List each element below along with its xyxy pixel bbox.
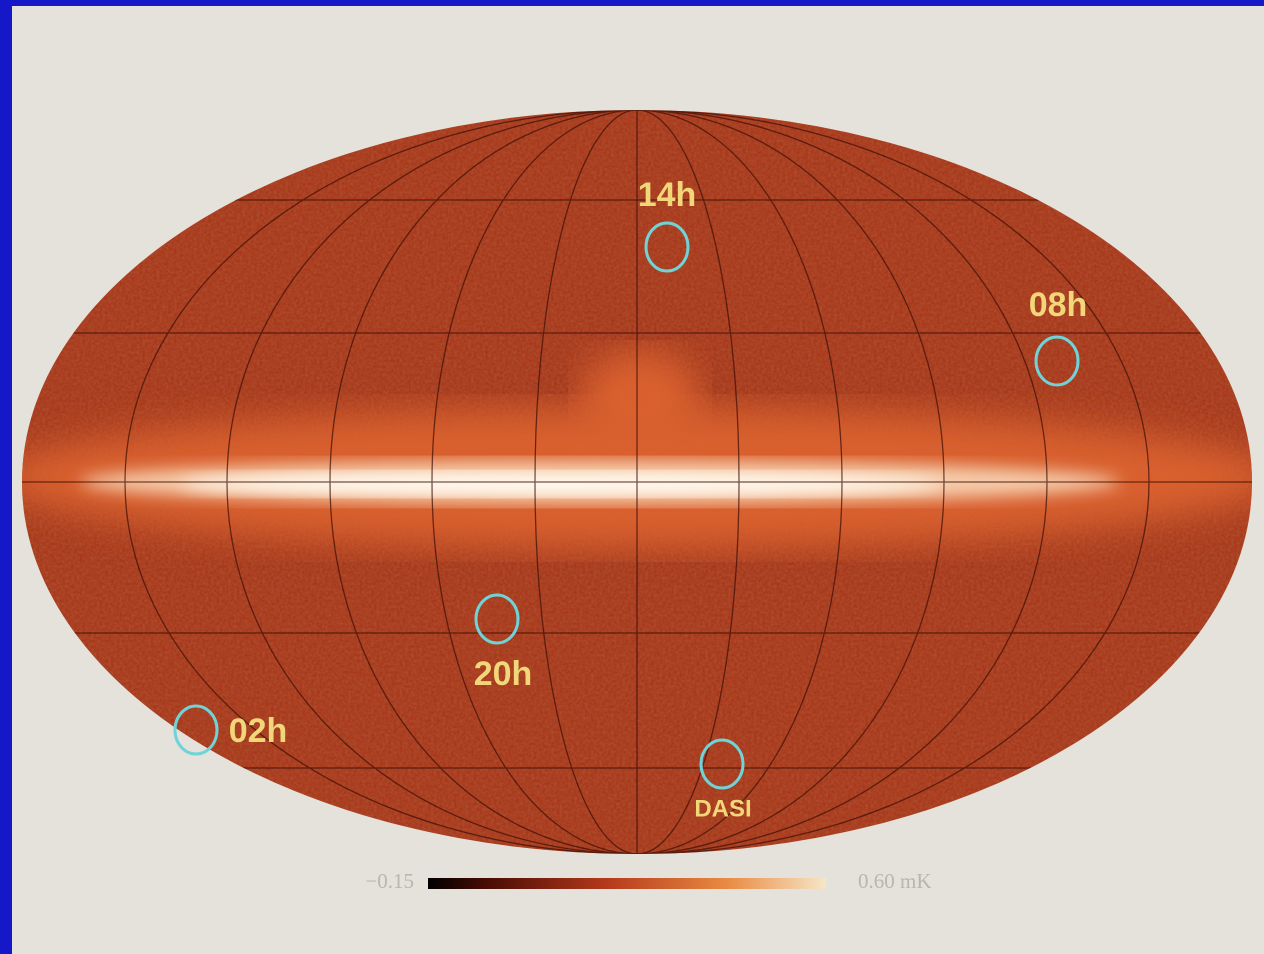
slide: 14h 08h 20h 02h DASI −0.15 0.60 mK xyxy=(0,0,1264,954)
field-label: 20h xyxy=(474,655,533,693)
colorbar-min: −0.15 xyxy=(365,869,414,893)
field-label: 08h xyxy=(1029,286,1088,324)
colorbar xyxy=(428,878,826,889)
page: 14h 08h 20h 02h DASI −0.15 0.60 mK (() =… xyxy=(0,0,1264,954)
field-label: DASI xyxy=(694,795,751,822)
field-label: 14h xyxy=(638,176,697,214)
spur xyxy=(580,350,700,450)
colorbar-max: 0.60 mK xyxy=(858,869,932,893)
plane-core xyxy=(180,472,940,496)
field-label: 02h xyxy=(229,712,288,750)
